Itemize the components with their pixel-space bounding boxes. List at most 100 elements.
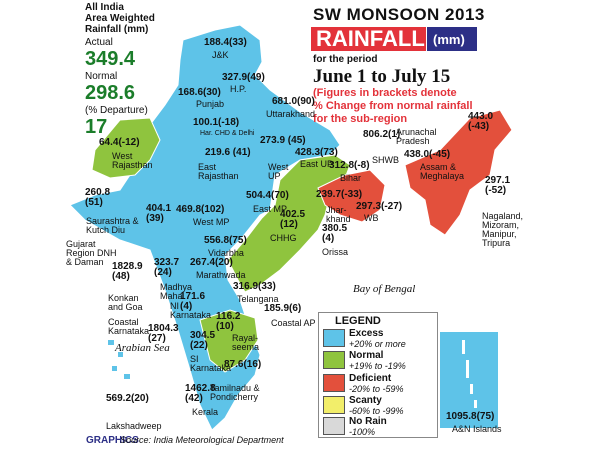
- region-value: 504.4(70): [246, 190, 289, 201]
- region-name: J&K: [212, 50, 229, 60]
- brand-graphics: GRAPHICS: [86, 435, 139, 446]
- andaman-nicobar-box: [440, 332, 498, 428]
- region-normal-south: [199, 309, 259, 373]
- region-value: 428.3(73): [295, 147, 338, 158]
- legend-item-name: Scanty: [349, 395, 382, 406]
- region-name: Vidarbha: [208, 248, 244, 258]
- region-name: Assam & Meghalaya: [420, 162, 465, 181]
- legend-item-range: -20% to -59%: [349, 384, 404, 394]
- unit-banner: [427, 27, 477, 51]
- normal-label: Normal: [85, 71, 118, 82]
- region-value: 297.1 (-52): [485, 175, 511, 196]
- region-value: 402.5 (12): [280, 209, 306, 230]
- departure-label: (% Departure): [85, 105, 148, 116]
- region-name: Nagaland, Mizoram, Manipur, Tripura: [482, 211, 524, 248]
- legend-item-name: Excess: [349, 328, 384, 339]
- region-value: 87.6(16): [224, 359, 262, 370]
- legend-swatch-scanty: [323, 396, 345, 414]
- region-value: 312.8(-8): [329, 160, 370, 171]
- region-value: 1828.9 (48): [112, 261, 143, 282]
- region-name: East MP: [253, 204, 288, 214]
- all-india-title-1: All India: [85, 2, 124, 13]
- region-name: Rayal-seema: [232, 333, 260, 352]
- region-value: 556.8(75): [204, 235, 247, 246]
- region-name: Coastal Karnataka: [108, 317, 150, 336]
- region-value: 380.5 (4): [322, 223, 348, 244]
- region-value: 404.1 (39): [146, 203, 172, 224]
- region-value: 1462.8 (42): [185, 383, 216, 404]
- legend-item-name: Deficient: [349, 373, 392, 384]
- region-name: WB: [364, 213, 379, 223]
- region-name: Har. CHD & Delhi: [200, 130, 255, 137]
- unit-label: (mm): [433, 32, 465, 47]
- region-value: 681.0(90): [272, 96, 315, 107]
- region-value: 64.4(-12): [99, 137, 140, 148]
- legend-swatch-deficient: [323, 374, 345, 392]
- region-name: Bihar: [340, 173, 362, 183]
- region-normal-west: [91, 117, 161, 179]
- rainfall-label: RAINFALL: [316, 26, 425, 51]
- region-value: 323.7 (24): [154, 257, 180, 278]
- legend-item-name: Normal: [349, 350, 384, 361]
- legend-item-range: +19% to -19%: [349, 361, 406, 371]
- region-name: East UP: [300, 159, 334, 169]
- legend-swatch-excess: [323, 329, 345, 347]
- region-value: 304.5 (22): [190, 330, 216, 351]
- region-name: East Rajasthan: [198, 162, 239, 181]
- region-name: SHWB: [372, 155, 399, 165]
- legend-swatch-normal: [323, 351, 345, 369]
- note-line-3: for the sub-region: [313, 113, 408, 125]
- region-name: Punjab: [196, 99, 225, 109]
- arabian-sea-label: Arabian Sea: [115, 342, 170, 354]
- region-excess: [69, 24, 341, 431]
- all-india-title-3: Rainfall (mm): [85, 24, 149, 35]
- region-value: 116.2 (10): [216, 311, 241, 332]
- departure-value: 17: [85, 116, 108, 138]
- region-value: 438.0(-45): [404, 149, 451, 160]
- region-name: Coastal AP: [271, 318, 316, 328]
- period-label: for the period: [313, 54, 378, 65]
- region-value: 239.7(-33): [316, 189, 363, 200]
- region-value: 219.6 (41): [205, 147, 251, 158]
- region-name: Madhya Maha: [160, 282, 193, 301]
- region-name: Orissa: [322, 247, 349, 257]
- region-value: 316.9(33): [233, 281, 276, 292]
- source-credit: Source: India Meteorological Department: [120, 435, 284, 445]
- region-name: Arunachal Pradesh: [396, 127, 437, 146]
- region-name: Lakshadweep: [106, 421, 162, 431]
- legend-item-name: No Rain: [349, 416, 387, 427]
- legend-title: LEGEND: [335, 315, 381, 327]
- bay-of-bengal-label: Bay of Bengal: [353, 283, 416, 295]
- region-value: 100.1(-18): [193, 117, 240, 128]
- region-value: 443.0 (-43): [468, 111, 494, 132]
- region-name: Kerala: [192, 407, 219, 417]
- note-line-1: (Figures in brackets denote: [313, 87, 457, 99]
- region-value: 171.6 (4): [180, 291, 206, 312]
- region-value: 168.6(30): [178, 87, 221, 98]
- andaman-nicobar-islands: [462, 340, 477, 408]
- region-value: 297.3(-27): [356, 201, 403, 212]
- region-name: H.P.: [230, 84, 247, 94]
- region-name: A&N Islands: [452, 424, 502, 434]
- region-name: West UP: [268, 162, 289, 181]
- region-name: CHHG: [270, 233, 297, 243]
- region-value: 1804.3 (27): [148, 323, 179, 344]
- region-name: Marathwada: [196, 270, 246, 280]
- region-value: 806.2(1): [363, 129, 401, 140]
- period-dates: June 1 to July 15: [313, 66, 451, 87]
- region-value: 188.4(33): [204, 37, 247, 48]
- rainfall-banner: [311, 27, 426, 51]
- lakshadweep-islands: [108, 340, 130, 379]
- region-value: 273.9 (45): [260, 135, 306, 146]
- region-name: West MP: [193, 217, 230, 227]
- region-deficient-northeast: [404, 109, 513, 236]
- region-name: Konkan and Goa: [108, 293, 143, 312]
- region-name: Tamilnadu & Pondicherry: [210, 383, 260, 402]
- region-value: 260.8 (51): [85, 187, 111, 208]
- region-name: West Rajasthan: [112, 151, 153, 170]
- legend-item-range: +20% or more: [349, 339, 406, 349]
- region-name: SI Karnataka: [190, 354, 232, 373]
- actual-label: Actual: [85, 37, 113, 48]
